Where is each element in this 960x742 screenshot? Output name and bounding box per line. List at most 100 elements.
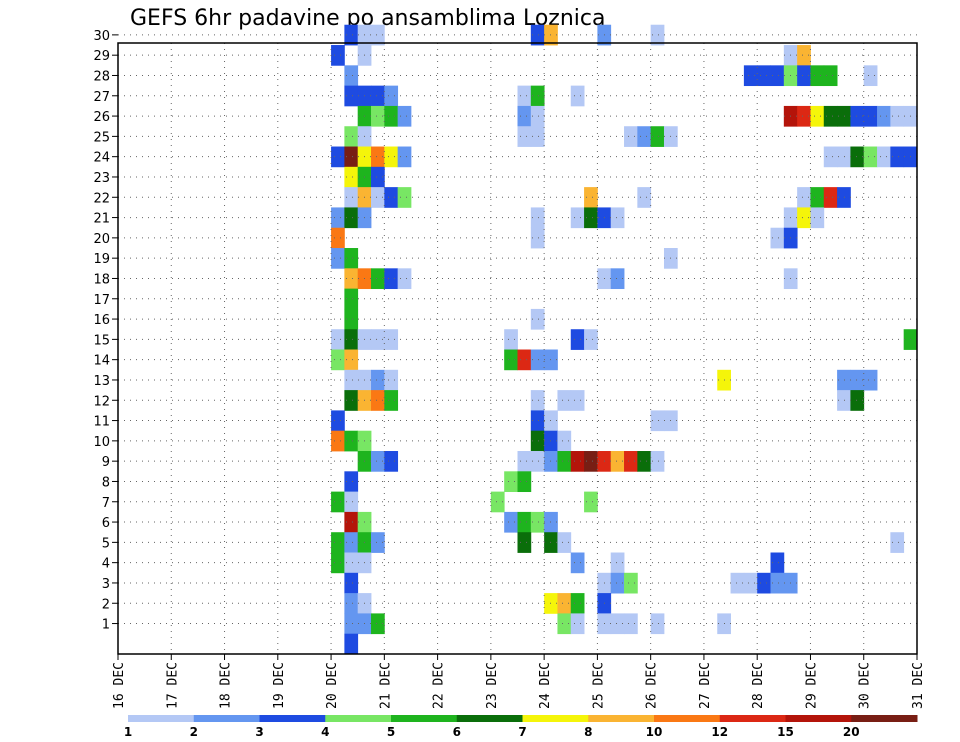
y-tick-label: 3 bbox=[102, 577, 110, 592]
heatmap-cell bbox=[331, 248, 345, 269]
heatmap-cell bbox=[344, 329, 359, 350]
heatmap-cell bbox=[344, 288, 359, 310]
heatmap-cell bbox=[837, 105, 851, 127]
heatmap-cell bbox=[371, 24, 385, 46]
colorbar-legend: 1 2 3 4 5 6 7 8 10 12 15 20 bbox=[124, 715, 918, 739]
colorbar-label: 2 bbox=[190, 725, 198, 739]
heatmap-cell bbox=[331, 430, 345, 452]
heatmap-cell bbox=[863, 65, 878, 87]
heatmap-cell bbox=[850, 146, 865, 168]
y-tick-label: 22 bbox=[93, 191, 110, 206]
heatmap-cell bbox=[877, 146, 891, 168]
colorbar-label: 15 bbox=[777, 725, 794, 739]
y-tick-label: 11 bbox=[93, 415, 110, 430]
colorbar-label: 3 bbox=[255, 725, 263, 739]
heatmap-cell bbox=[344, 85, 359, 107]
colorbar-label: 12 bbox=[711, 725, 728, 739]
heatmap-cell bbox=[504, 471, 518, 493]
heatmap-cell bbox=[331, 532, 345, 553]
x-tick-label: 29 DEC bbox=[804, 662, 819, 709]
heatmap-cell bbox=[863, 105, 878, 127]
heatmap-cell bbox=[650, 126, 665, 147]
y-tick-label: 16 bbox=[93, 313, 110, 328]
y-axis: 1234567891011121314151617181920212223242… bbox=[93, 29, 118, 633]
heatmap-cell bbox=[877, 105, 891, 127]
heatmap-cell bbox=[850, 390, 865, 411]
heatmap-cell bbox=[344, 633, 359, 655]
heatmap-cell bbox=[610, 572, 625, 594]
heatmap-cell bbox=[344, 187, 359, 208]
heatmap-cell bbox=[810, 187, 825, 208]
heatmap-cell bbox=[530, 451, 545, 472]
heatmap-cell bbox=[570, 552, 585, 574]
heatmap-cell bbox=[371, 369, 385, 391]
heatmap-cell bbox=[344, 146, 359, 168]
heatmap-cell bbox=[797, 45, 811, 66]
heatmap-cell bbox=[570, 451, 585, 472]
colorbar-label: 8 bbox=[584, 725, 592, 739]
heatmap-cell bbox=[344, 471, 359, 493]
y-tick-label: 18 bbox=[93, 272, 110, 287]
heatmap-cell bbox=[770, 552, 785, 574]
heatmap-cell bbox=[770, 65, 785, 87]
heatmap-cell bbox=[890, 532, 905, 553]
y-tick-label: 9 bbox=[102, 455, 110, 470]
heatmap-cell bbox=[517, 511, 532, 533]
heatmap-cell bbox=[797, 105, 811, 127]
heatmap-cell bbox=[530, 24, 545, 46]
heatmap-cell bbox=[837, 369, 851, 391]
y-tick-label: 29 bbox=[93, 49, 110, 64]
y-tick-label: 10 bbox=[93, 435, 110, 450]
heatmap-cell bbox=[504, 329, 518, 350]
x-tick-label: 23 DEC bbox=[485, 662, 500, 709]
heatmap-cell bbox=[344, 308, 359, 330]
heatmap-cell bbox=[504, 511, 518, 533]
y-tick-label: 12 bbox=[93, 394, 110, 409]
heatmap-cell bbox=[371, 390, 385, 411]
heatmap-cell bbox=[770, 227, 785, 249]
colorbar-swatch bbox=[325, 715, 392, 722]
y-tick-label: 21 bbox=[93, 212, 110, 227]
heatmap-cell bbox=[384, 451, 399, 472]
heatmap-cell bbox=[344, 430, 359, 452]
heatmap-cell bbox=[743, 572, 758, 594]
heatmap-cell bbox=[517, 451, 532, 472]
colorbar-swatch bbox=[851, 715, 918, 722]
heatmap-cell bbox=[557, 451, 572, 472]
y-tick-label: 24 bbox=[93, 151, 110, 166]
x-tick-label: 30 DEC bbox=[858, 662, 873, 709]
y-tick-label: 30 bbox=[93, 29, 110, 44]
y-tick-label: 14 bbox=[93, 354, 110, 369]
heatmap-cell bbox=[344, 24, 359, 46]
heatmap-cell bbox=[610, 451, 625, 472]
heatmap-cell bbox=[610, 207, 625, 229]
colorbar-swatch bbox=[259, 715, 326, 722]
heatmap-cell bbox=[517, 126, 532, 147]
y-tick-label: 1 bbox=[102, 618, 110, 633]
x-axis: 16 DEC 17 DEC 18 DEC 19 DEC 20 DEC 21 DEC 22 D… bbox=[112, 654, 926, 709]
y-tick-label: 28 bbox=[93, 69, 110, 84]
y-tick-label: 8 bbox=[102, 475, 110, 490]
heatmap-cell bbox=[371, 166, 385, 188]
colorbar-label: 5 bbox=[387, 725, 395, 739]
heatmap-cell bbox=[344, 390, 359, 411]
heatmap-cell bbox=[650, 410, 665, 432]
heatmap-cell bbox=[570, 593, 585, 614]
heatmap-cell bbox=[584, 491, 598, 513]
heatmap-cell bbox=[397, 146, 412, 168]
y-tick-label: 2 bbox=[102, 597, 110, 612]
heatmap-cell bbox=[797, 187, 811, 208]
heatmap-cell bbox=[584, 451, 598, 472]
heatmap-cell bbox=[850, 369, 865, 391]
x-tick-label: 25 DEC bbox=[591, 662, 606, 709]
heatmap-cell bbox=[344, 369, 359, 391]
heatmap-cell bbox=[570, 613, 585, 635]
y-tick-label: 13 bbox=[93, 374, 110, 389]
heatmap-cell bbox=[371, 613, 385, 635]
heatmap-cell bbox=[371, 187, 385, 208]
heatmap-cell bbox=[810, 65, 825, 87]
heatmap-cell bbox=[344, 248, 359, 269]
heatmap-cell bbox=[331, 227, 345, 249]
heatmap-cell bbox=[863, 146, 878, 168]
heatmap-cell bbox=[517, 471, 532, 493]
